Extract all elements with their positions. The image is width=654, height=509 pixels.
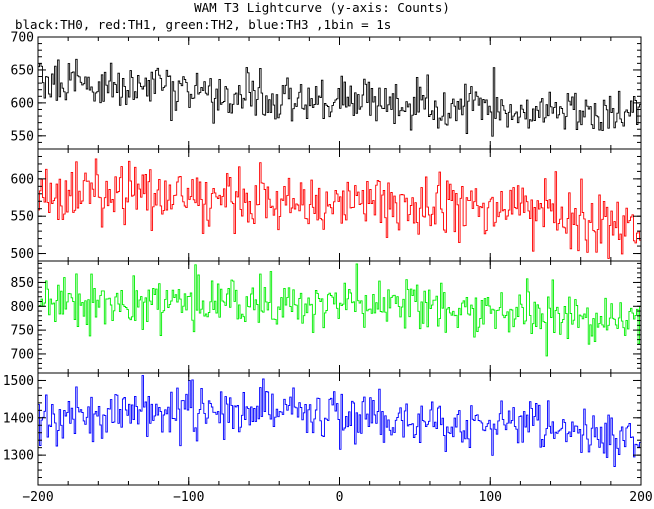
y-tick-label: 850 xyxy=(11,276,34,291)
y-tick-label: 750 xyxy=(11,324,34,339)
lightcurve-th3 xyxy=(38,375,641,467)
y-tick-label: 600 xyxy=(11,96,34,111)
lightcurve-th1 xyxy=(38,158,641,259)
lightcurve-th2 xyxy=(38,263,641,357)
x-tick-label: 0 xyxy=(336,490,344,505)
panel-th1: 500 550 600 xyxy=(11,148,642,262)
y-tick-label: 550 xyxy=(11,210,34,225)
y-tick-label: 500 xyxy=(11,247,34,262)
lightcurve-th0 xyxy=(38,58,641,137)
panel-th2: 700 750 800 850 xyxy=(11,260,642,374)
x-tick-label: −200 xyxy=(22,490,53,505)
y-tick-label: 550 xyxy=(11,129,34,144)
x-tick-label: −100 xyxy=(173,490,204,505)
chart-subtitle: black:TH0, red:TH1, green:TH2, blue:TH3 … xyxy=(15,17,391,32)
y-tick-label: 800 xyxy=(11,300,34,315)
y-tick-label: 700 xyxy=(11,347,34,362)
y-tick-label: 650 xyxy=(11,63,34,78)
chart-title: WAM T3 Lightcurve (y-axis: Counts) xyxy=(194,0,450,15)
y-tick-label: 1500 xyxy=(3,374,34,389)
x-tick-label: 200 xyxy=(629,490,652,505)
y-tick-label: 700 xyxy=(11,31,34,46)
y-tick-label: 1400 xyxy=(3,411,34,426)
panel-th3: 1300 1400 1500 xyxy=(3,372,642,486)
plot-layer: 550 600 650 700 500 550 600 700 750 800 850 1300 140… xyxy=(3,31,653,506)
x-tick-label: 100 xyxy=(479,490,502,505)
y-tick-label: 1300 xyxy=(3,449,34,464)
panel-th0: 550 600 650 700 xyxy=(11,31,642,150)
y-tick-label: 600 xyxy=(11,172,34,187)
